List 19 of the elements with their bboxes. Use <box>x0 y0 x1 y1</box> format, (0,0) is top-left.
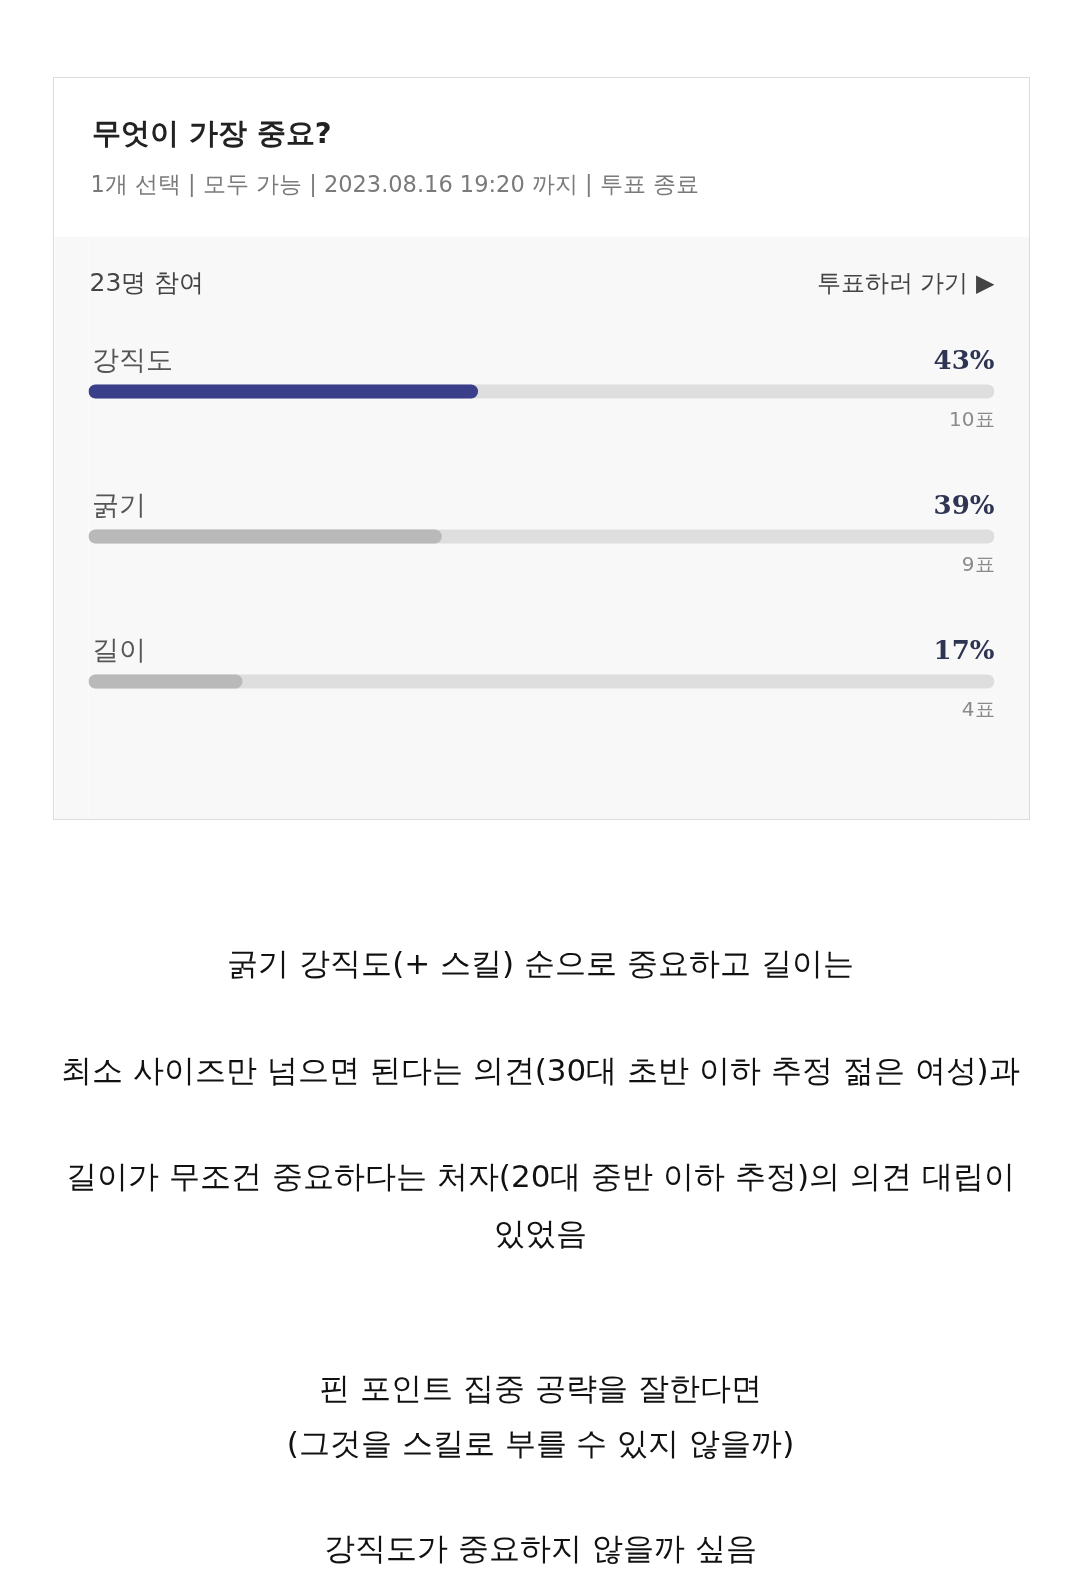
data-label: 39% <box>933 489 995 520</box>
annotation: 10표 <box>949 406 995 431</box>
annotation: 투표하러 가기 ▶ <box>816 268 996 297</box>
text: 최소 사이즈만 넘으면 된다는 의견(30대 초반 이하 추정 젊은 여성)과 <box>61 1051 1020 1088</box>
text: 핀 포인트 집중 공략을 잘한다면 <box>319 1369 762 1406</box>
annotation: 4표 <box>961 696 995 721</box>
text: 강직도가 중요하지 않을까 싶음 <box>324 1529 757 1566</box>
data-label: 17% <box>933 634 995 665</box>
text: 길이가 무조건 중요하다는 처자(20대 중반 이하 추정)의 의견 대립이 있었음 <box>66 1157 1015 1252</box>
text: 굵기 강직도(+ 스킬) 순으로 중요하고 길이는 <box>227 944 854 981</box>
chart-title: 무엇이 가장 중요? <box>91 115 332 150</box>
y-tick-label: 굵기 <box>91 489 146 520</box>
chart-subtitle: 1개 선택 | 모두 가능 | 2023.08.16 19:20 까지 | 투표 종료 <box>90 170 699 197</box>
annotation: 9표 <box>961 551 995 576</box>
data-label: 43% <box>933 344 995 375</box>
annotation: 23명 참여 <box>89 268 205 297</box>
y-tick-label: 길이 <box>91 634 146 665</box>
y-tick-label: 강직도 <box>91 344 173 375</box>
text: (그것을 스킬로 부를 수 있지 않을까) <box>286 1424 795 1461</box>
